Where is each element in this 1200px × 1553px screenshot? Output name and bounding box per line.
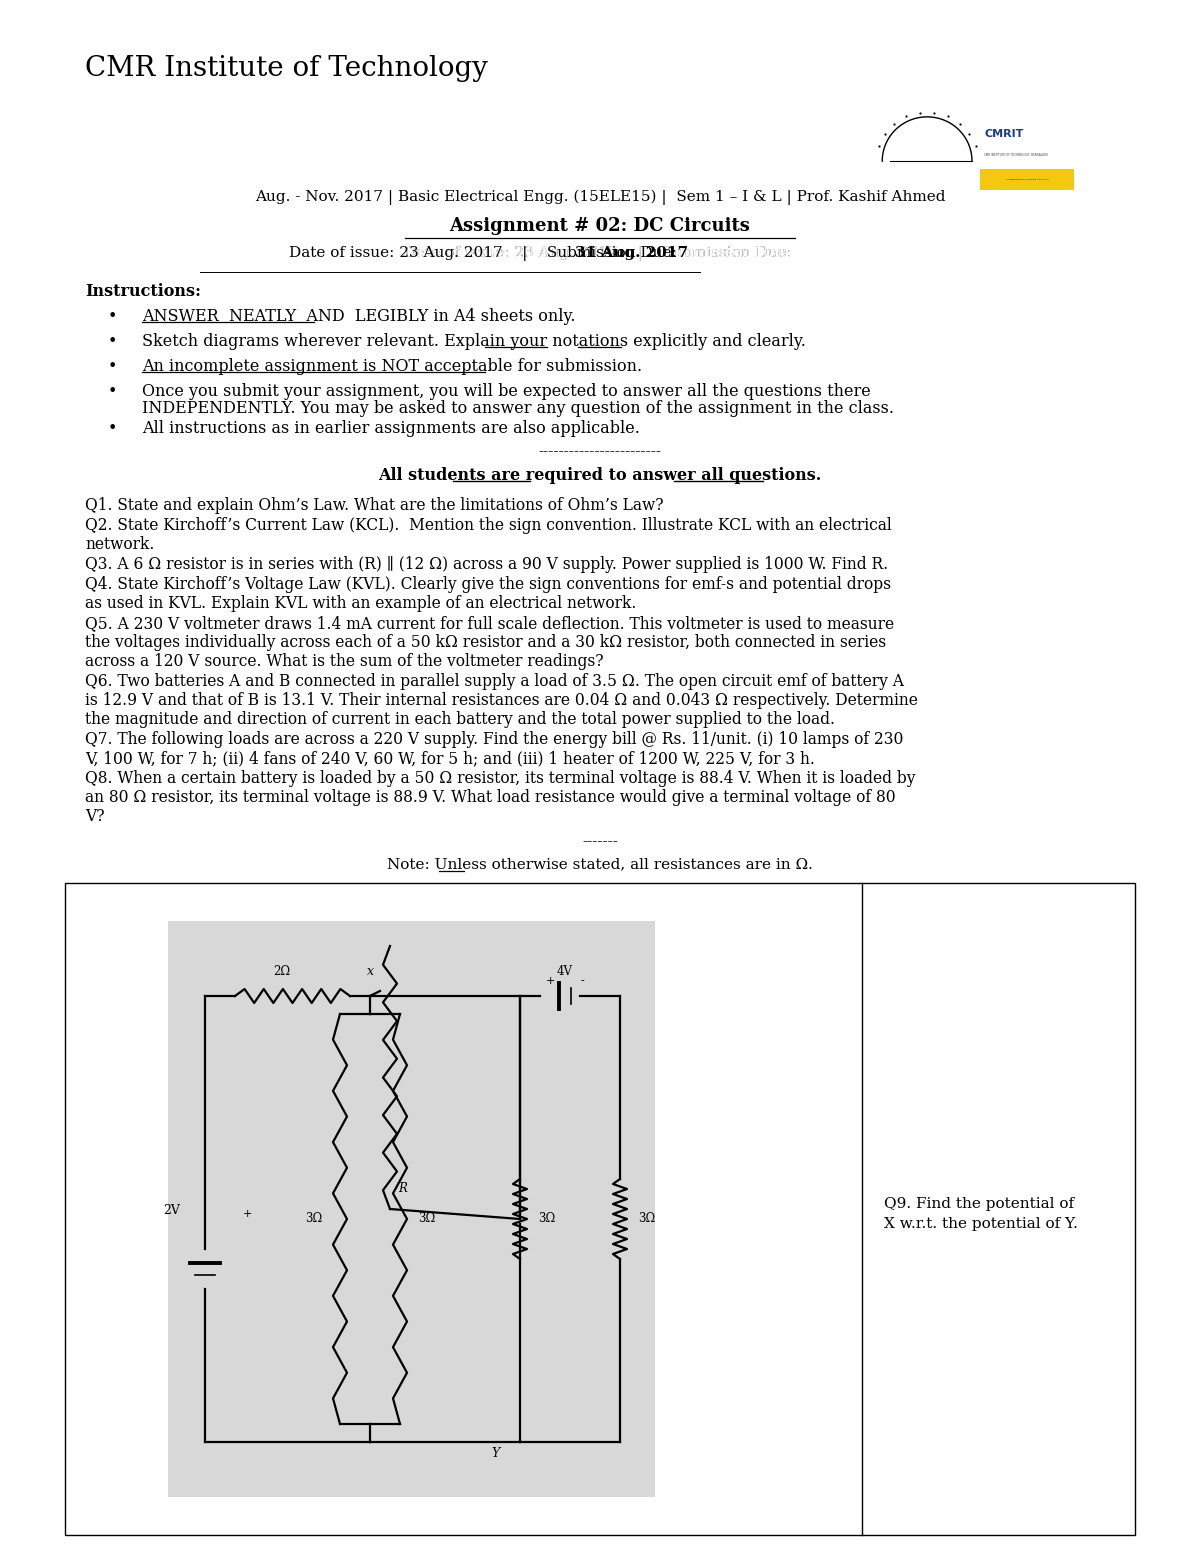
Text: an 80 Ω resistor, its terminal voltage is 88.9 V. What load resistance would giv: an 80 Ω resistor, its terminal voltage i… bbox=[85, 789, 895, 806]
Text: Instructions:: Instructions: bbox=[85, 283, 202, 300]
Text: 3Ω: 3Ω bbox=[638, 1213, 655, 1225]
Text: as used in KVL. Explain KVL with an example of an electrical network.: as used in KVL. Explain KVL with an exam… bbox=[85, 595, 636, 612]
Text: ANSWER  NEATLY  AND  LEGIBLY in A4 sheets only.: ANSWER NEATLY AND LEGIBLY in A4 sheets o… bbox=[142, 307, 576, 325]
Text: •: • bbox=[108, 359, 118, 374]
Text: +: + bbox=[545, 975, 554, 986]
Text: across a 120 V source. What is the sum of the voltmeter readings?: across a 120 V source. What is the sum o… bbox=[85, 652, 604, 669]
Text: x: x bbox=[366, 964, 373, 978]
Text: Q6. Two batteries A and B connected in parallel supply a load of 3.5 Ω. The open: Q6. Two batteries A and B connected in p… bbox=[85, 672, 904, 690]
Text: 2V: 2V bbox=[163, 1205, 180, 1218]
Text: CMR INSTITUTE OF TECHNOLOGY, BENGALURU: CMR INSTITUTE OF TECHNOLOGY, BENGALURU bbox=[984, 154, 1049, 157]
Text: 2Ω: 2Ω bbox=[274, 964, 290, 978]
Text: R: R bbox=[398, 1182, 407, 1196]
Text: Aug. - Nov. 2017 | Basic Electrical Engg. (15ELE15) |  Sem 1 – I & L | Prof. Kas: Aug. - Nov. 2017 | Basic Electrical Engg… bbox=[254, 189, 946, 205]
Text: -------: ------- bbox=[582, 836, 618, 849]
Text: Q2. State Kirchoff’s Current Law (KCL).  Mention the sign convention. Illustrate: Q2. State Kirchoff’s Current Law (KCL). … bbox=[85, 517, 892, 534]
Text: 3Ω: 3Ω bbox=[305, 1213, 322, 1225]
Text: •: • bbox=[108, 384, 118, 401]
Text: Assignment # 02: DC Circuits: Assignment # 02: DC Circuits bbox=[450, 217, 750, 235]
Text: X w.r.t. the potential of Y.: X w.r.t. the potential of Y. bbox=[884, 1218, 1078, 1232]
Text: Q7. The following loads are across a 220 V supply. Find the energy bill @ Rs. 11: Q7. The following loads are across a 220… bbox=[85, 731, 904, 749]
Text: 3Ω: 3Ω bbox=[538, 1213, 556, 1225]
Text: Date of issue: 23 Aug. 2017    |    Submission Due:: Date of issue: 23 Aug. 2017 | Submission… bbox=[403, 245, 797, 261]
Text: An incomplete assignment is NOT acceptable for submission.: An incomplete assignment is NOT acceptab… bbox=[142, 359, 642, 374]
Text: All students are required to answer all questions.: All students are required to answer all … bbox=[378, 467, 822, 485]
Text: is 12.9 V and that of B is 13.1 V. Their internal resistances are 0.04 Ω and 0.0: is 12.9 V and that of B is 13.1 V. Their… bbox=[85, 693, 918, 710]
Text: Date of issue: 23 Aug. 2017    |    Submission Due:: Date of issue: 23 Aug. 2017 | Submission… bbox=[403, 245, 797, 261]
Text: •: • bbox=[108, 419, 118, 436]
Bar bbox=[65, 884, 1135, 1534]
Text: Q5. A 230 V voltmeter draws 1.4 mA current for full scale deflection. This voltm: Q5. A 230 V voltmeter draws 1.4 mA curre… bbox=[85, 615, 894, 632]
Text: 3Ω: 3Ω bbox=[418, 1213, 436, 1225]
Text: 4V: 4V bbox=[557, 964, 574, 978]
Bar bbox=[980, 169, 1074, 191]
Text: INDEPENDENTLY. You may be asked to answer any question of the assignment in the : INDEPENDENTLY. You may be asked to answe… bbox=[142, 401, 894, 418]
Text: Q4. State Kirchoff’s Voltage Law (KVL). Clearly give the sign conventions for em: Q4. State Kirchoff’s Voltage Law (KVL). … bbox=[85, 576, 890, 593]
Text: Date of issue: 23 Aug. 2017    |    Submission Due:: Date of issue: 23 Aug. 2017 | Submission… bbox=[289, 245, 682, 261]
Text: Date of issue: 23 Aug. 2017    |    Submission Due: 31 Aug. 2017: Date of issue: 23 Aug. 2017 | Submission… bbox=[352, 245, 848, 261]
Text: Q9. Find the potential of: Q9. Find the potential of bbox=[884, 1197, 1074, 1211]
Text: •: • bbox=[108, 307, 118, 325]
Bar bbox=[168, 921, 655, 1497]
Text: +: + bbox=[242, 1208, 252, 1219]
Text: V?: V? bbox=[85, 808, 104, 825]
Text: All instructions as in earlier assignments are also applicable.: All instructions as in earlier assignmen… bbox=[142, 419, 640, 436]
Text: CMR Institute of Technology: CMR Institute of Technology bbox=[85, 54, 488, 82]
Text: CMRIT: CMRIT bbox=[984, 129, 1024, 140]
Text: Note: Unless otherwise stated, all resistances are in Ω.: Note: Unless otherwise stated, all resis… bbox=[388, 857, 812, 871]
Text: Once you submit your assignment, you will be expected to answer all the question: Once you submit your assignment, you wil… bbox=[142, 384, 871, 401]
Text: the voltages individually across each of a 50 kΩ resistor and a 30 kΩ resistor, : the voltages individually across each of… bbox=[85, 634, 886, 651]
Text: Q3. A 6 Ω resistor is in series with (R) ∥ (12 Ω) across a 90 V supply. Power su: Q3. A 6 Ω resistor is in series with (R)… bbox=[85, 556, 888, 573]
Text: V, 100 W, for 7 h; (ii) 4 fans of 240 V, 60 W, for 5 h; and (iii) 1 heater of 12: V, 100 W, for 7 h; (ii) 4 fans of 240 V,… bbox=[85, 750, 815, 767]
Text: •: • bbox=[108, 332, 118, 349]
Text: network.: network. bbox=[85, 536, 155, 553]
Text: the magnitude and direction of current in each battery and the total power suppl: the magnitude and direction of current i… bbox=[85, 711, 835, 728]
Text: Sketch diagrams wherever relevant. Explain your notations explicitly and clearly: Sketch diagrams wherever relevant. Expla… bbox=[142, 332, 806, 349]
Text: Y: Y bbox=[491, 1447, 499, 1460]
Text: -: - bbox=[580, 975, 584, 986]
Text: Q1. State and explain Ohm’s Law. What are the limitations of Ohm’s Law?: Q1. State and explain Ohm’s Law. What ar… bbox=[85, 497, 664, 514]
Text: ------------------------: ------------------------ bbox=[539, 446, 661, 460]
Text: Q8. When a certain battery is loaded by a 50 Ω resistor, its terminal voltage is: Q8. When a certain battery is loaded by … bbox=[85, 770, 916, 787]
Text: 31 Aug. 2017: 31 Aug. 2017 bbox=[575, 245, 688, 259]
